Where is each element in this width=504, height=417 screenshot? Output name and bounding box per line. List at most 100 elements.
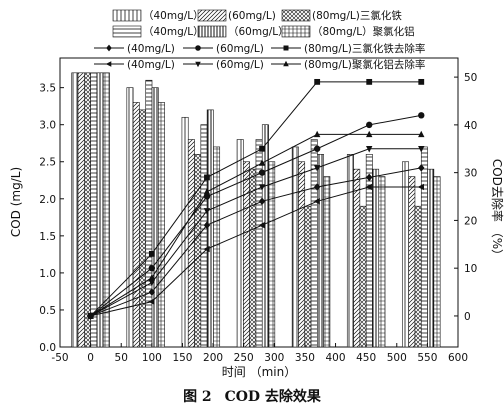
point-diamond (418, 164, 425, 172)
point-triangle-left (258, 221, 265, 229)
bar (359, 205, 367, 348)
legend-swatch (112, 25, 142, 38)
bar (323, 176, 331, 348)
point-triangle-down (418, 146, 425, 153)
bar (291, 146, 299, 348)
bar (427, 168, 435, 348)
point-triangle-up (283, 60, 289, 67)
legend-layer: （40mg/L） (60mg/L) (80mg/L)三氯化铁 （40mg/L） （60m… (94, 9, 425, 71)
bar (353, 168, 361, 348)
y-left-tick-label: 3.0 (39, 120, 56, 132)
legend-label: （40mg/L） (143, 10, 204, 22)
y-left-tick-label: 1.0 (39, 268, 56, 280)
legend-label: (80mg/L)三氯化铁 (312, 9, 402, 22)
legend-label: (80mg/L)三氯化铁去除率 (304, 42, 425, 55)
legend-label: (40mg/L) (127, 59, 175, 71)
x-tick-label: 450 (356, 352, 376, 364)
legend-label: (60mg/L) (216, 59, 264, 71)
x-tick-label: 200 (203, 352, 223, 364)
x-tick-label: 400 (326, 352, 346, 364)
legend-label: （40mg/L） (143, 26, 204, 38)
point-triangle-down (366, 146, 373, 153)
point-triangle-up (258, 159, 266, 166)
point-diamond (148, 288, 156, 296)
point-square (366, 78, 373, 85)
point-square (204, 174, 210, 181)
legend-swatch (197, 25, 227, 38)
point-triangle-left (203, 245, 210, 253)
x-tick-label: -50 (51, 352, 68, 364)
point-diamond (313, 183, 321, 191)
point-triangle-left (313, 198, 320, 205)
bar (71, 72, 79, 348)
bar (408, 176, 416, 348)
point-triangle-left (148, 298, 155, 305)
point-triangle-down (148, 279, 156, 287)
point-square (418, 78, 425, 85)
point-circle (258, 169, 266, 176)
y-left-tick-label: 3.5 (39, 83, 56, 95)
bar (402, 161, 409, 348)
bar (77, 72, 85, 348)
axes-layer: -50 0 50 100 150 200 250 300 350 400 450 500 550 6000… (39, 72, 477, 364)
bar (372, 168, 380, 348)
bar (158, 102, 165, 348)
bar (90, 72, 98, 348)
figure-number: 图 2 (183, 389, 212, 405)
x-tick-label: 600 (448, 352, 468, 364)
bar (132, 102, 140, 348)
y-right-tick-label: 20 (464, 215, 477, 227)
y-left-tick-label: 0.5 (39, 305, 56, 317)
bar (84, 72, 91, 348)
bar (126, 87, 134, 348)
y-axis-left-label: COD (mg/L) (9, 167, 23, 237)
y-left-tick-label: 0.0 (39, 342, 56, 354)
y-axis-right-label: COD去除率 （%） (490, 159, 504, 261)
point-triangle-down (203, 208, 211, 215)
bar (317, 154, 324, 348)
y-left-tick-label: 2.0 (39, 194, 56, 206)
x-tick-label: 150 (172, 352, 192, 364)
figure-caption: 图 2 COD 去除效果 (0, 386, 504, 406)
bar (249, 168, 257, 348)
point-triangle-up (313, 130, 321, 138)
bar (304, 205, 312, 348)
x-tick-label: 350 (295, 352, 315, 364)
y-right-tick-label: 10 (464, 263, 477, 275)
point-circle (148, 264, 156, 272)
bar (187, 139, 195, 348)
bar (139, 109, 147, 348)
legend-label: (40mg/L) (127, 43, 175, 55)
y-left-tick-label: 1.5 (39, 231, 56, 243)
bar (378, 176, 386, 348)
x-tick-label: 250 (234, 352, 254, 364)
y-right-tick-label: 30 (464, 168, 477, 180)
x-axis-label: 时间 （min） (222, 365, 296, 379)
bar (346, 154, 354, 348)
point-diamond (203, 221, 211, 229)
bar (194, 154, 202, 348)
x-tick-label: 100 (142, 352, 162, 364)
x-tick-label: 50 (115, 352, 128, 364)
legend-label: （60mg/L） (228, 26, 289, 38)
legend-label: (60mg/L) (216, 43, 264, 55)
figure-title: COD 去除效果 (224, 389, 321, 405)
point-diamond (366, 173, 373, 182)
point-triangle-left (417, 183, 424, 191)
bar (151, 87, 159, 348)
point-circle (366, 121, 373, 129)
bar (102, 72, 110, 348)
x-tick-label: 500 (387, 352, 407, 364)
bar (298, 161, 306, 348)
legend-label: (80mg/L)聚氯化铝去除率 (304, 58, 425, 71)
bar (433, 176, 441, 348)
point-square (314, 78, 321, 85)
bar (365, 154, 373, 348)
point-triangle-down (195, 61, 201, 68)
bar (268, 161, 276, 348)
bar (213, 146, 221, 348)
point-triangle-up (203, 188, 211, 195)
y-left-tick-label: 2.5 (39, 157, 56, 169)
x-tick-label: 550 (417, 352, 437, 364)
